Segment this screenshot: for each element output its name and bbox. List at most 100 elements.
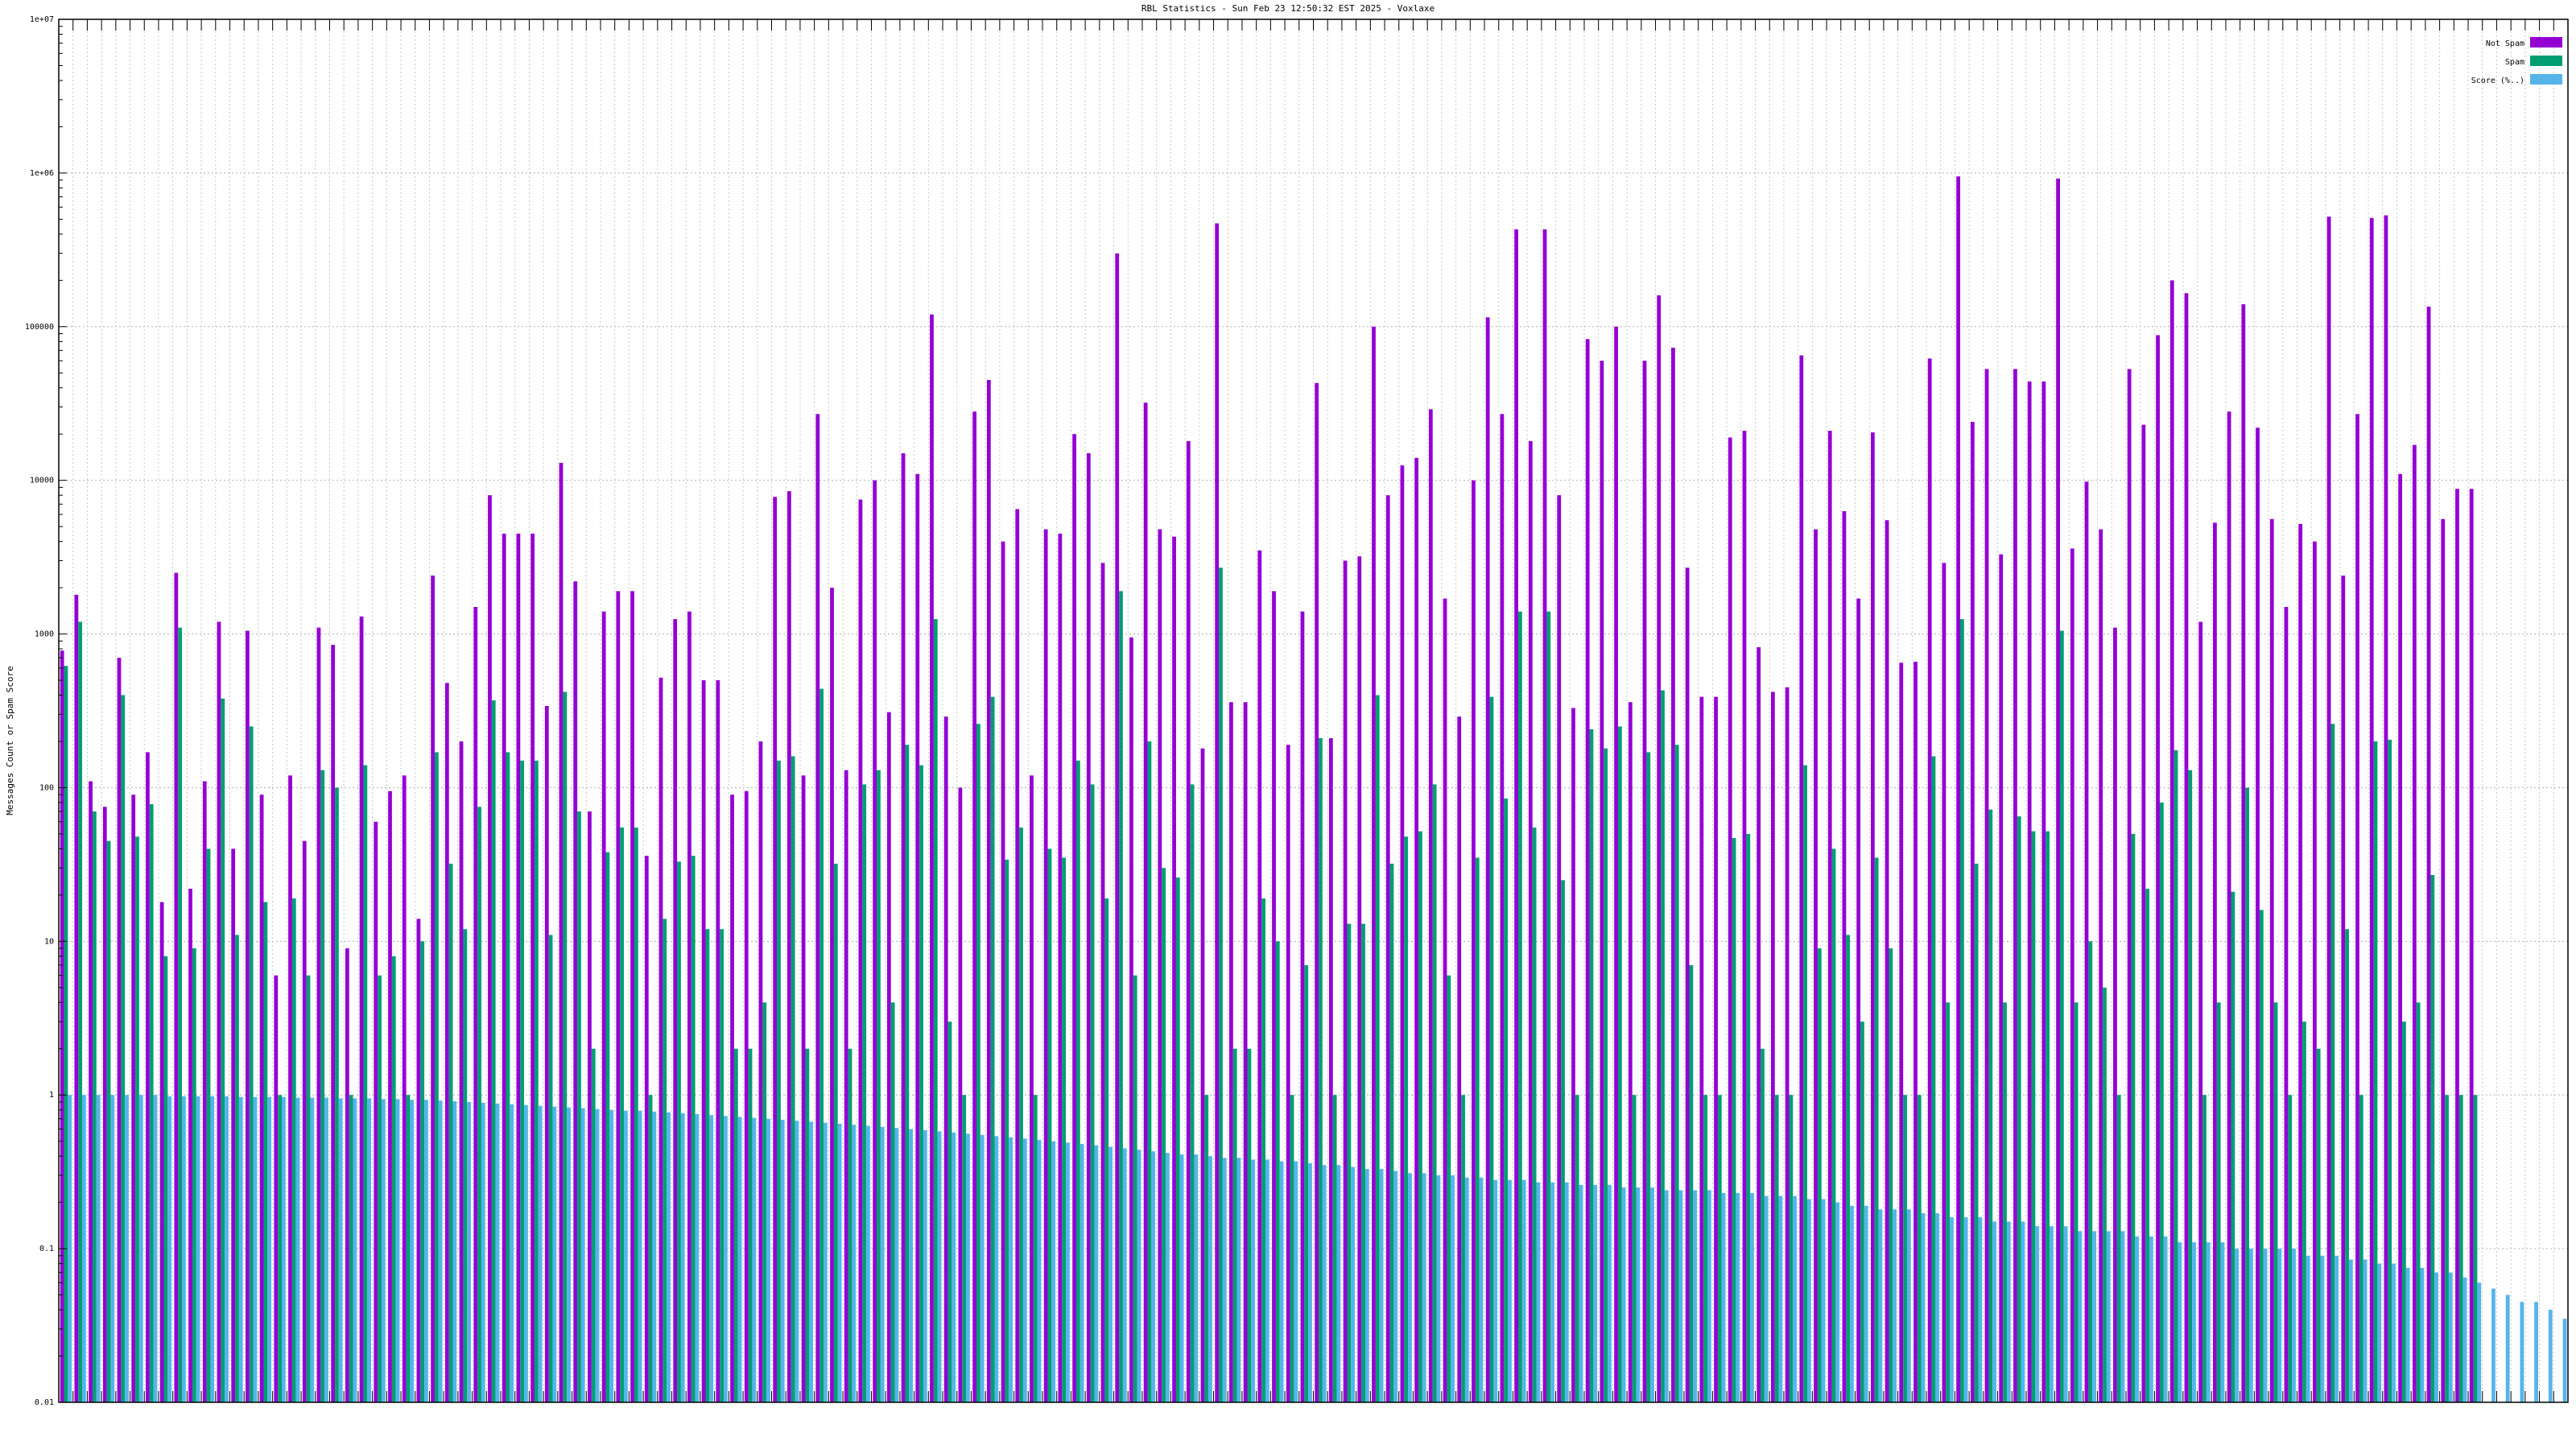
score-bar <box>2292 1249 2296 1402</box>
not-spam-bar <box>1714 696 1718 1402</box>
not-spam-bar <box>559 462 564 1403</box>
score-bar <box>1864 1205 1868 1402</box>
not-spam-bar <box>2241 303 2246 1402</box>
spam-bar <box>1803 765 1807 1402</box>
score-bar <box>153 1095 158 1402</box>
spam-bar <box>2031 831 2036 1402</box>
score-bar <box>552 1106 557 1402</box>
score-bar <box>225 1096 229 1402</box>
score-bar <box>1308 1162 1312 1402</box>
y-tick-label: 1000 <box>35 630 54 639</box>
not-spam-bar <box>2269 518 2274 1402</box>
not-spam-bar <box>786 491 791 1402</box>
score-bar <box>1436 1175 1441 1402</box>
spam-bar <box>1518 611 1522 1402</box>
spam-bar <box>2373 741 2378 1402</box>
y-axis: 0.01 0.1 1 10 100 1000 10000 100000 1e+06 1e+07 <box>25 15 2569 1407</box>
score-bar <box>2135 1236 2140 1402</box>
score-bar <box>125 1095 129 1402</box>
spam-bar <box>1632 1095 1637 1402</box>
not-spam-bar <box>1172 536 1176 1402</box>
score-bar <box>1778 1195 1783 1402</box>
score-bar <box>2220 1242 2225 1402</box>
not-spam-bar <box>2056 178 2060 1402</box>
score-bar <box>2405 1267 2410 1402</box>
score-bar <box>795 1121 799 1402</box>
spam-bar <box>263 902 268 1402</box>
score-bar <box>2050 1226 2054 1402</box>
not-spam-bar <box>844 770 848 1402</box>
not-spam-bar <box>658 677 663 1402</box>
not-spam-bar <box>1086 453 1091 1402</box>
not-spam-bar <box>359 616 364 1402</box>
spam-bar <box>1133 975 1137 1402</box>
not-spam-bar <box>60 650 64 1402</box>
not-spam-bar <box>1671 347 1675 1402</box>
spam-bar <box>1674 745 1679 1402</box>
not-spam-bar <box>2441 518 2446 1402</box>
score-bar <box>324 1097 328 1402</box>
score-bar <box>2491 1288 2496 1402</box>
not-spam-bar <box>644 856 649 1402</box>
not-spam-bar <box>1272 591 1276 1402</box>
score-bar <box>2063 1226 2068 1402</box>
spam-bar <box>2445 1095 2449 1402</box>
spam-bar <box>1075 760 1080 1402</box>
score-bar <box>267 1096 272 1402</box>
spam-bar <box>720 929 724 1402</box>
score-bar <box>2534 1302 2538 1402</box>
spam-bar <box>2473 1095 2478 1402</box>
score-bar <box>923 1129 927 1402</box>
not-spam-bar <box>2341 575 2346 1402</box>
spam-bar <box>1304 964 1309 1402</box>
score-bar <box>495 1103 500 1402</box>
not-spam-bar <box>1699 696 1704 1402</box>
score-bar <box>2006 1221 2011 1402</box>
score-bar <box>1194 1154 1199 1402</box>
not-spam-bar <box>630 591 634 1402</box>
spam-bar <box>1988 809 1993 1402</box>
score-bar <box>2035 1226 2040 1402</box>
spam-bar <box>905 745 910 1402</box>
score-bar <box>138 1095 143 1402</box>
not-spam-bar <box>972 411 977 1402</box>
spam-bar <box>2402 1022 2406 1402</box>
not-spam-bar <box>2455 489 2459 1402</box>
score-bar <box>295 1097 300 1402</box>
spam-bar <box>206 848 211 1402</box>
spam-bar <box>548 935 553 1402</box>
spam-bar <box>64 666 68 1402</box>
spam-bar <box>1162 868 1166 1402</box>
not-spam-bar <box>1685 568 1690 1403</box>
score-bar <box>866 1125 870 1402</box>
not-spam-bar <box>2355 414 2359 1402</box>
not-spam-bar <box>858 499 863 1402</box>
spam-bar <box>1418 831 1422 1402</box>
spam-bar <box>1461 1095 1465 1402</box>
score-bar <box>1493 1179 1498 1402</box>
not-spam-bar <box>1485 317 1490 1403</box>
not-spam-bar <box>2227 411 2231 1402</box>
not-spam-bar <box>1315 382 1319 1402</box>
spam-bar <box>947 1022 952 1402</box>
not-spam-bar <box>1428 409 1433 1402</box>
spam-bar <box>534 760 539 1402</box>
not-spam-bar <box>1885 520 1889 1402</box>
spam-bar <box>1774 1095 1779 1402</box>
not-spam-bar <box>1628 702 1633 1402</box>
score-bar <box>1094 1145 1099 1402</box>
not-spam-bar <box>431 575 436 1402</box>
score-bar <box>1536 1182 1541 1402</box>
spam-bar <box>1489 696 1494 1402</box>
score-bar <box>1208 1156 1212 1402</box>
score-bar <box>1806 1199 1811 1402</box>
score-bar <box>1736 1193 1740 1402</box>
score-bar <box>2078 1231 2083 1402</box>
spam-bar <box>278 1095 282 1402</box>
spam-bar <box>976 724 980 1402</box>
spam-bar <box>1147 741 1152 1402</box>
score-bar <box>1051 1141 1056 1402</box>
score-bar <box>1878 1209 1883 1402</box>
spam-bar <box>2003 1002 2007 1402</box>
